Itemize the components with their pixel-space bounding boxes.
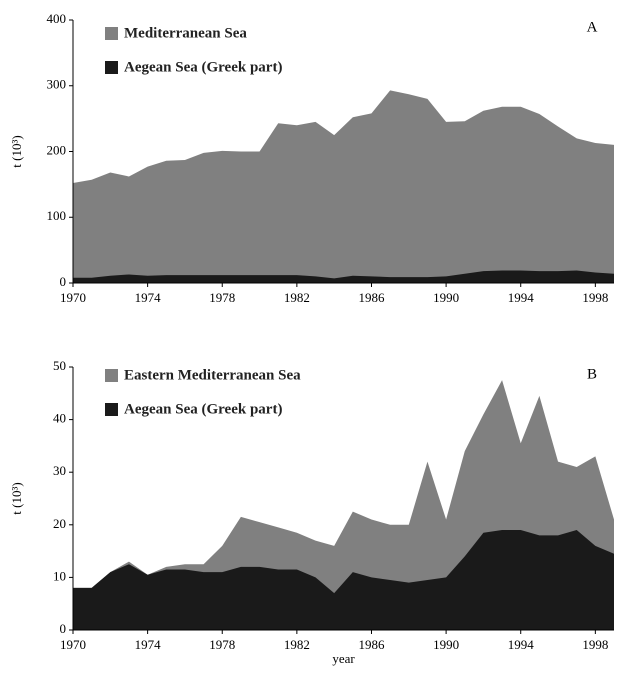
y-tick-label: 50 bbox=[53, 358, 66, 373]
x-tick-label: 1986 bbox=[358, 637, 385, 652]
legend-swatch bbox=[105, 27, 118, 40]
y-axis-label: t (10³) bbox=[9, 482, 24, 514]
y-tick-label: 100 bbox=[47, 208, 67, 223]
y-tick-label: 300 bbox=[47, 77, 67, 92]
panel-label: B bbox=[587, 366, 597, 382]
legend-label: Aegean Sea (Greek part) bbox=[124, 401, 282, 417]
y-axis-label: t (10³) bbox=[9, 135, 24, 167]
x-tick-label: 1970 bbox=[60, 637, 86, 652]
x-tick-label: 1982 bbox=[284, 290, 310, 305]
y-tick-label: 0 bbox=[60, 621, 67, 636]
legend-label: Mediterranean Sea bbox=[124, 25, 247, 41]
x-tick-label: 1998 bbox=[582, 637, 608, 652]
legend-label: Eastern Mediterranean Sea bbox=[124, 367, 301, 383]
x-tick-label: 1974 bbox=[135, 637, 162, 652]
y-tick-label: 40 bbox=[53, 411, 66, 426]
y-tick-label: 20 bbox=[53, 516, 66, 531]
y-tick-label: 400 bbox=[47, 11, 67, 26]
legend-swatch bbox=[105, 369, 118, 382]
panel-label: A bbox=[587, 19, 598, 35]
area bbox=[73, 530, 614, 630]
y-tick-label: 0 bbox=[60, 274, 67, 289]
legend-swatch bbox=[105, 61, 118, 74]
x-tick-label: 1994 bbox=[508, 290, 535, 305]
x-tick-label: 1990 bbox=[433, 290, 459, 305]
x-tick-label: 1970 bbox=[60, 290, 86, 305]
x-tick-label: 1974 bbox=[135, 290, 162, 305]
x-tick-label: 1998 bbox=[582, 290, 608, 305]
x-tick-label: 1978 bbox=[209, 637, 235, 652]
x-axis-label: year bbox=[332, 651, 355, 666]
x-tick-label: 1990 bbox=[433, 637, 459, 652]
legend-label: Aegean Sea (Greek part) bbox=[124, 59, 282, 75]
x-tick-label: 1982 bbox=[284, 637, 310, 652]
x-tick-label: 1986 bbox=[358, 290, 385, 305]
area bbox=[73, 270, 614, 283]
legend-swatch bbox=[105, 403, 118, 416]
x-tick-label: 1994 bbox=[508, 637, 535, 652]
y-tick-label: 10 bbox=[53, 568, 66, 583]
y-tick-label: 30 bbox=[53, 463, 66, 478]
area bbox=[73, 90, 614, 283]
x-tick-label: 1978 bbox=[209, 290, 235, 305]
y-tick-label: 200 bbox=[47, 142, 67, 157]
